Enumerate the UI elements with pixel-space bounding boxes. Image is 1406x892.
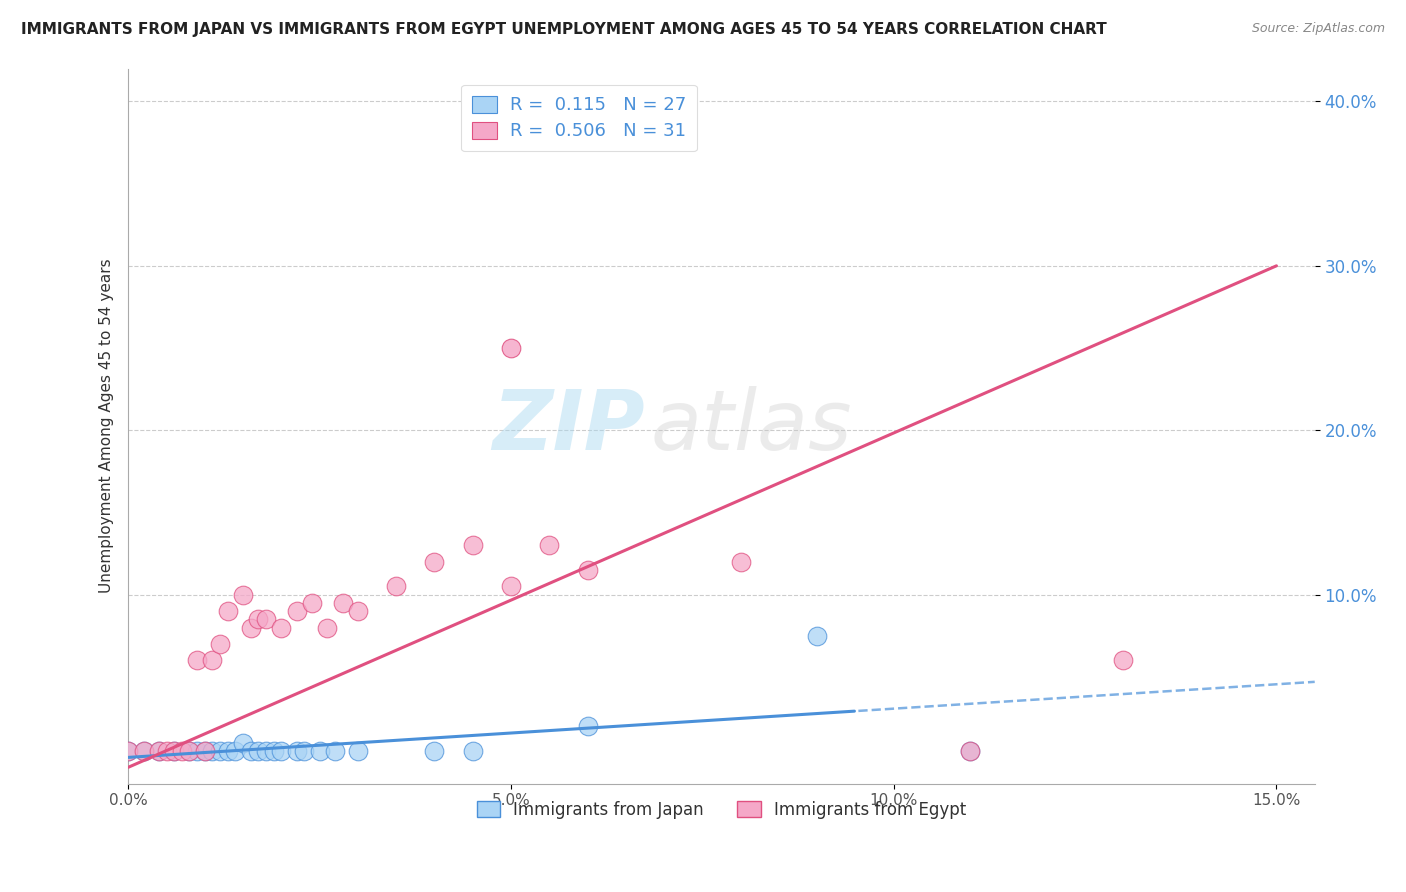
Point bbox=[576, 719, 599, 733]
Point bbox=[461, 744, 484, 758]
Point bbox=[186, 653, 208, 667]
Point bbox=[201, 653, 224, 667]
Point bbox=[1112, 653, 1135, 667]
Point bbox=[194, 744, 217, 758]
Point bbox=[194, 744, 217, 758]
Point bbox=[117, 744, 139, 758]
Point bbox=[132, 744, 155, 758]
Point bbox=[217, 744, 239, 758]
Point bbox=[301, 596, 323, 610]
Point bbox=[959, 744, 981, 758]
Point bbox=[959, 744, 981, 758]
Point bbox=[270, 621, 292, 635]
Point bbox=[239, 621, 262, 635]
Text: Source: ZipAtlas.com: Source: ZipAtlas.com bbox=[1251, 22, 1385, 36]
Point bbox=[730, 555, 752, 569]
Point bbox=[247, 744, 270, 758]
Point bbox=[385, 579, 408, 593]
Point bbox=[323, 744, 346, 758]
Point bbox=[163, 744, 186, 758]
Point bbox=[576, 563, 599, 577]
Point bbox=[806, 629, 828, 643]
Point bbox=[347, 604, 370, 618]
Point bbox=[209, 744, 232, 758]
Point bbox=[270, 744, 292, 758]
Point bbox=[209, 637, 232, 651]
Point bbox=[538, 538, 561, 552]
Point bbox=[285, 604, 308, 618]
Point bbox=[247, 612, 270, 626]
Point bbox=[170, 744, 193, 758]
Point bbox=[461, 538, 484, 552]
Text: IMMIGRANTS FROM JAPAN VS IMMIGRANTS FROM EGYPT UNEMPLOYMENT AMONG AGES 45 TO 54 : IMMIGRANTS FROM JAPAN VS IMMIGRANTS FROM… bbox=[21, 22, 1107, 37]
Text: atlas: atlas bbox=[651, 385, 852, 467]
Point bbox=[155, 744, 177, 758]
Point bbox=[423, 555, 446, 569]
Point bbox=[179, 744, 201, 758]
Point bbox=[332, 596, 354, 610]
Point bbox=[292, 744, 315, 758]
Point bbox=[148, 744, 170, 758]
Point bbox=[499, 341, 522, 355]
Point bbox=[254, 612, 277, 626]
Point bbox=[186, 744, 208, 758]
Point bbox=[224, 744, 246, 758]
Point bbox=[201, 744, 224, 758]
Legend: Immigrants from Japan, Immigrants from Egypt: Immigrants from Japan, Immigrants from E… bbox=[470, 794, 973, 825]
Point bbox=[423, 744, 446, 758]
Point bbox=[163, 744, 186, 758]
Text: ZIP: ZIP bbox=[492, 385, 644, 467]
Point bbox=[179, 744, 201, 758]
Point bbox=[232, 588, 254, 602]
Point bbox=[316, 621, 339, 635]
Point bbox=[285, 744, 308, 758]
Point bbox=[239, 744, 262, 758]
Point bbox=[132, 744, 155, 758]
Point bbox=[347, 744, 370, 758]
Point bbox=[232, 736, 254, 750]
Point bbox=[308, 744, 330, 758]
Point bbox=[148, 744, 170, 758]
Y-axis label: Unemployment Among Ages 45 to 54 years: Unemployment Among Ages 45 to 54 years bbox=[100, 259, 114, 593]
Point bbox=[217, 604, 239, 618]
Point bbox=[499, 579, 522, 593]
Point bbox=[254, 744, 277, 758]
Point bbox=[263, 744, 285, 758]
Point bbox=[117, 744, 139, 758]
